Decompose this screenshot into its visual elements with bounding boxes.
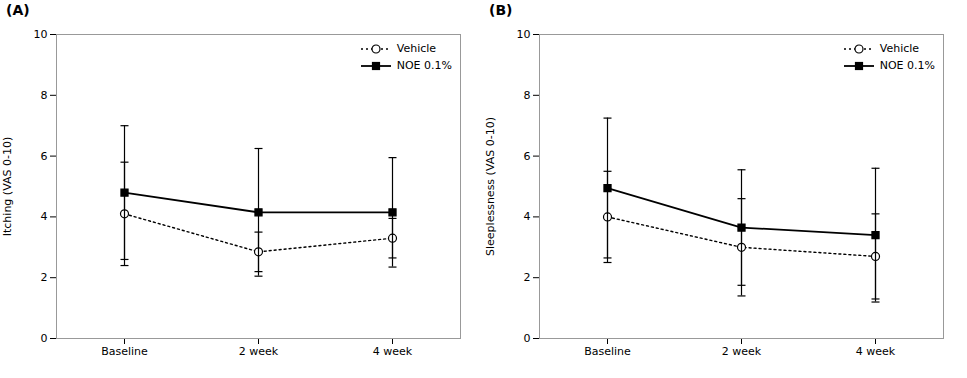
svg-text:Baseline: Baseline xyxy=(584,345,631,358)
svg-text:0: 0 xyxy=(524,332,531,345)
svg-text:2 week: 2 week xyxy=(722,345,762,358)
svg-text:8: 8 xyxy=(524,89,531,102)
svg-text:Sleeplessness (VAS 0-10): Sleeplessness (VAS 0-10) xyxy=(484,117,497,256)
html-text:Vehicle: Vehicle xyxy=(879,42,920,55)
svg-text:Baseline: Baseline xyxy=(101,345,148,358)
html-text:NOE 0.1%: NOE 0.1% xyxy=(879,59,935,72)
html-text:Vehicle: Vehicle xyxy=(396,42,437,55)
svg-text:2 week: 2 week xyxy=(239,345,279,358)
html-text:(A): (A) xyxy=(6,2,30,18)
svg-text:4: 4 xyxy=(41,210,48,223)
svg-text:2: 2 xyxy=(524,271,531,284)
html-text:(B): (B) xyxy=(489,2,513,18)
svg-text:Itching (VAS 0-10): Itching (VAS 0-10) xyxy=(1,137,14,236)
svg-text:4: 4 xyxy=(524,210,531,223)
html-text:NOE 0.1%: NOE 0.1% xyxy=(396,59,452,72)
svg-text:6: 6 xyxy=(524,150,531,163)
svg-text:10: 10 xyxy=(517,28,531,41)
svg-text:6: 6 xyxy=(41,150,48,163)
svg-text:4 week: 4 week xyxy=(856,345,896,358)
svg-text:0: 0 xyxy=(41,332,48,345)
svg-text:2: 2 xyxy=(41,271,48,284)
svg-text:8: 8 xyxy=(41,89,48,102)
svg-text:10: 10 xyxy=(34,28,48,41)
svg-text:4 week: 4 week xyxy=(373,345,413,358)
